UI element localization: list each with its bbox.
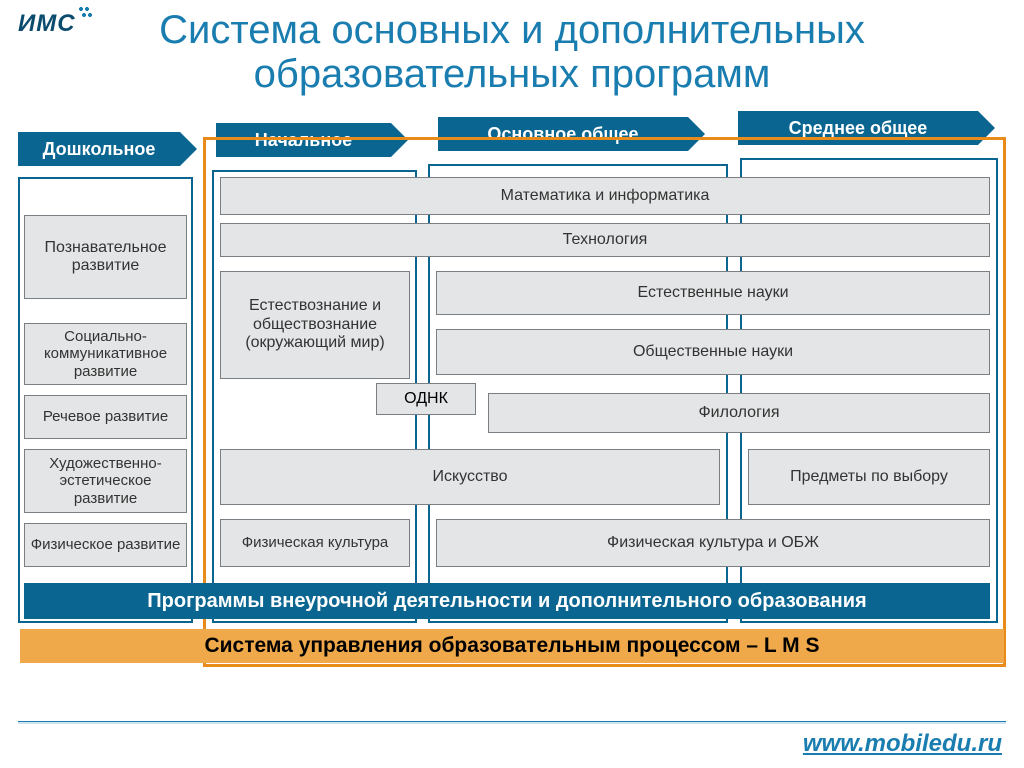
band-extra-programs: Программы внеурочной деятельности и допо… <box>24 583 990 619</box>
cell-artistic: Художественно-эстетическое развитие <box>24 449 187 513</box>
cell-math-it: Математика и информатика <box>220 177 990 215</box>
cell-philology: Филология <box>488 393 990 433</box>
diagram-container: Дошкольное Начальное Основное общее Сред… <box>18 115 1006 705</box>
cell-natural-sci: Естественные науки <box>436 271 990 315</box>
page-title: Система основных и дополнительных образо… <box>0 0 1024 96</box>
cell-social-sci: Общественные науки <box>436 329 990 375</box>
cell-art: Искусство <box>220 449 720 505</box>
cell-speech: Речевое развитие <box>24 395 187 439</box>
cell-physical-dev: Физическое развитие <box>24 523 187 567</box>
cell-cognitive: Познавательное развитие <box>24 215 187 299</box>
title-line-1: Система основных и дополнительных <box>159 8 865 52</box>
footer-url: www.mobiledu.ru <box>803 730 1002 758</box>
cell-elective: Предметы по выбору <box>748 449 990 505</box>
cell-technology: Технология <box>220 223 990 257</box>
cell-odnk: ОДНК <box>376 383 476 415</box>
band-lms: Система управления образовательным проце… <box>20 629 1004 663</box>
footer-divider <box>18 721 1006 724</box>
title-line-2: образовательных программ <box>254 52 771 96</box>
cell-phys-culture: Физическая культура <box>220 519 410 567</box>
tab-preschool: Дошкольное <box>18 132 180 166</box>
cell-nature-society: Естествознание и обществознание (окружаю… <box>220 271 410 379</box>
cell-phys-obz: Физическая культура и ОБЖ <box>436 519 990 567</box>
logo: ИМС <box>18 10 76 38</box>
cell-social: Социально-коммуникативное развитие <box>24 323 187 385</box>
